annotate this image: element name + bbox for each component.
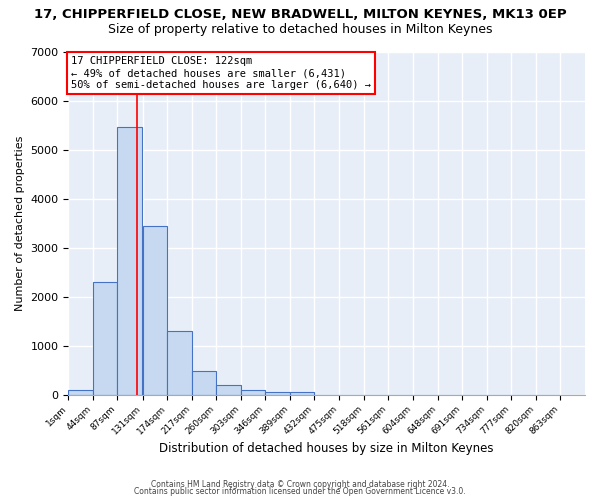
Bar [241,390,265,394]
Bar [167,331,192,394]
Text: Contains HM Land Registry data © Crown copyright and database right 2024.: Contains HM Land Registry data © Crown c… [151,480,449,489]
Text: 17 CHIPPERFIELD CLOSE: 122sqm
← 49% of detached houses are smaller (6,431)
50% o: 17 CHIPPERFIELD CLOSE: 122sqm ← 49% of d… [71,56,371,90]
Bar [290,392,314,394]
Bar [265,392,290,394]
Text: 17, CHIPPERFIELD CLOSE, NEW BRADWELL, MILTON KEYNES, MK13 0EP: 17, CHIPPERFIELD CLOSE, NEW BRADWELL, MI… [34,8,566,20]
Bar [143,226,167,394]
Bar [68,390,93,394]
Bar [118,128,142,394]
Text: Contains public sector information licensed under the Open Government Licence v3: Contains public sector information licen… [134,487,466,496]
X-axis label: Distribution of detached houses by size in Milton Keynes: Distribution of detached houses by size … [160,442,494,455]
Text: Size of property relative to detached houses in Milton Keynes: Size of property relative to detached ho… [108,22,492,36]
Bar [93,282,118,395]
Bar [192,371,216,394]
Bar [216,386,241,394]
Y-axis label: Number of detached properties: Number of detached properties [15,136,25,311]
